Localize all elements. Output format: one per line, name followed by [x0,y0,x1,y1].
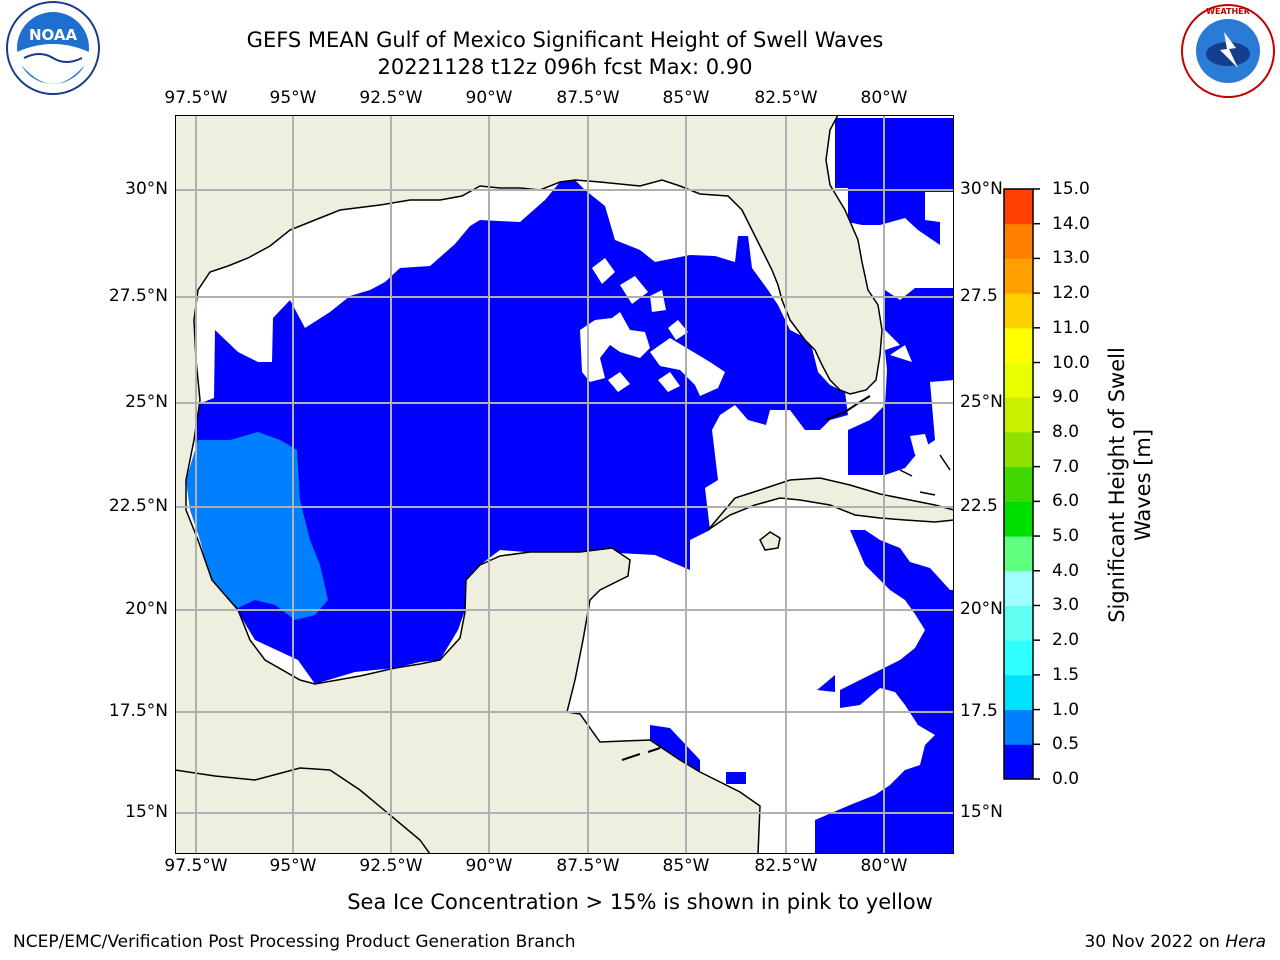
colorbar-tick-label: 9.0 [1052,387,1080,408]
colorbar-tick-label: 4.0 [1052,560,1080,581]
colorbar-swatch [1004,397,1033,433]
noaa-logo-icon: NOAA [6,1,100,95]
lon-label-bottom: 87.5°W [556,856,620,876]
lat-label-right: 15°N [960,802,1003,822]
sea-ice-note: Sea Ice Concentration > 15% is shown in … [347,890,933,914]
lon-label-top: 80°W [860,88,908,108]
lon-label-bottom: 90°W [465,856,513,876]
lon-label-bottom: 95°W [269,856,317,876]
colorbar-swatch [1004,362,1033,398]
colorbar-tick-label: 12.0 [1052,283,1090,304]
lat-label-right: 25°N [960,392,1003,412]
colorbar-swatch [1004,744,1033,780]
lat-label-left: 22.5°N [108,496,168,516]
lon-label-top: 92.5°W [359,88,423,108]
swell-region-blue-east [835,118,954,245]
colorbar-swatch [1004,501,1033,537]
lon-label-top: 90°W [465,88,513,108]
lon-label-top: 95°W [269,88,317,108]
colorbar-tick-label: 15.0 [1052,179,1090,199]
colorbar-swatch [1004,258,1033,294]
svg-text:WEATHER: WEATHER [1206,7,1250,16]
land-north-america [175,115,883,854]
colorbar-tick-label: 7.0 [1052,456,1080,477]
lon-label-top: 82.5°W [754,88,818,108]
lat-label-right: 27.5 [960,286,998,306]
colorbar-swatch [1004,189,1033,225]
chart-subtitle: 20221128 t12z 096h fcst Max: 0.90 [377,55,753,79]
footer-date: 30 Nov 2022 on Hera [1084,932,1266,952]
lon-label-bottom: 92.5°W [359,856,423,876]
colorbar-swatch [1004,293,1033,329]
colorbar-tick-label: 0.0 [1052,769,1080,789]
colorbar-tick-label: 0.5 [1052,734,1080,755]
colorbar-tick-label: 5.0 [1052,526,1080,547]
colorbar-tick-label: 3.0 [1052,595,1080,616]
colorbar-title: Significant Height of Swell Waves [m] [1104,347,1156,623]
lat-label-right: 30°N [960,179,1003,199]
colorbar [1003,188,1040,780]
lon-label-bottom: 85°W [662,856,710,876]
lon-label-top: 85°W [662,88,710,108]
colorbar-tick-label: 6.0 [1052,491,1080,512]
lon-label-top: 97.5°W [164,88,228,108]
lon-label-bottom: 82.5°W [754,856,818,876]
colorbar-title-line1: Significant Height of Swell [1105,347,1129,623]
map-gridlines [175,115,954,854]
lat-label-left: 30°N [125,179,168,199]
colorbar-swatch [1004,605,1033,641]
lon-label-bottom: 80°W [860,856,908,876]
footer-credit: NCEP/EMC/Verification Post Processing Pr… [13,932,576,952]
colorbar-tick-label: 8.0 [1052,421,1080,442]
colorbar-swatch [1004,431,1033,468]
colorbar-tick-label: 14.0 [1052,213,1090,234]
colorbar-swatch [1004,674,1033,711]
colorbar-title-line2: Waves [m] [1131,428,1155,542]
nws-logo-icon: WEATHER [1181,4,1275,98]
colorbar-swatch [1004,570,1033,606]
colorbar-swatch [1004,536,1033,572]
lat-label-left: 27.5°N [108,286,168,306]
lat-label-left: 20°N [125,599,168,619]
colorbar-swatch [1004,466,1033,502]
lon-label-bottom: 97.5°W [164,856,228,876]
colorbar-tick-label: 1.0 [1052,699,1080,720]
colorbar-tick-label: 11.0 [1052,317,1090,338]
lat-label-left: 15°N [125,802,168,822]
colorbar-swatch [1004,327,1033,364]
lat-label-right: 17.5 [960,701,998,721]
colorbar-tick-label: 1.5 [1052,664,1080,685]
colorbar-tick-label: 13.0 [1052,248,1090,269]
footer-machine: Hera [1225,932,1266,952]
colorbar-tick-label: 2.0 [1052,630,1080,651]
lat-label-right: 20°N [960,599,1003,619]
colorbar-tick-label: 10.0 [1052,352,1090,373]
footer-date-text: 30 Nov 2022 on [1084,932,1226,952]
lon-label-top: 87.5°W [556,88,620,108]
colorbar-swatch [1004,709,1033,745]
colorbar-swatch [1004,640,1033,676]
lat-label-left: 25°N [125,392,168,412]
svg-text:NOAA: NOAA [29,26,78,44]
chart-title: GEFS MEAN Gulf of Mexico Significant Hei… [246,28,884,52]
lat-label-left: 17.5°N [108,701,168,721]
lat-label-right: 22.5 [960,496,998,516]
colorbar-swatch [1004,223,1033,259]
